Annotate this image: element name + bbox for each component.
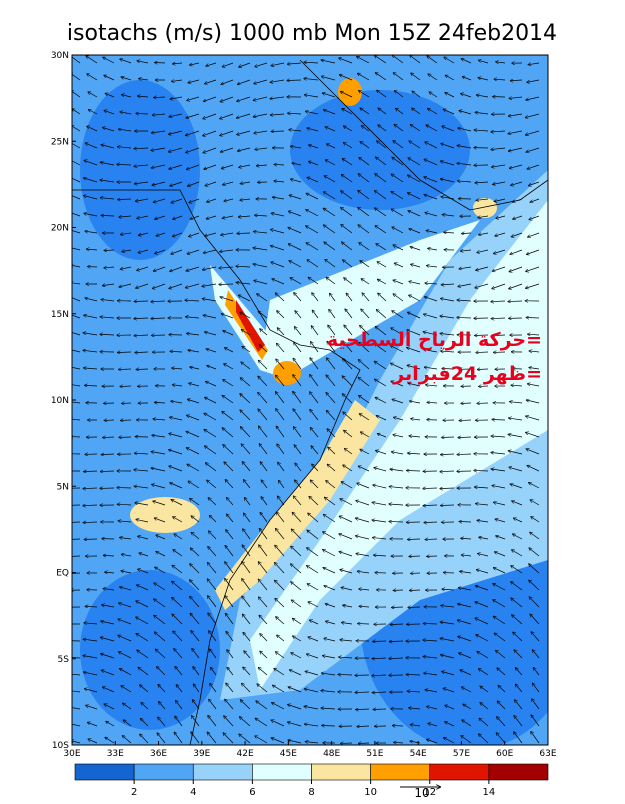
speed-region — [130, 497, 200, 533]
speed-region — [290, 90, 470, 210]
colorbar-segment — [430, 764, 489, 780]
lat-label: 10N — [51, 396, 69, 406]
lon-label: 54E — [410, 749, 427, 759]
colorbar-segment — [193, 764, 252, 780]
lon-label: 36E — [150, 749, 167, 759]
annotation-text: =حركة الرياح السطحية — [327, 329, 542, 351]
lat-label: 5N — [57, 482, 69, 492]
lon-label: 57E — [453, 749, 470, 759]
annotation-text: =ظهر 24فبراير — [392, 363, 542, 385]
colorbar-label: 6 — [249, 787, 255, 798]
lon-label: 45E — [280, 749, 297, 759]
lon-label: 48E — [323, 749, 340, 759]
speed-region — [473, 198, 497, 218]
map-title: isotachs (m/s) 1000 mb Mon 15Z 24feb2014 — [67, 21, 557, 46]
lon-label: 33E — [107, 749, 124, 759]
lat-label: EQ — [56, 569, 69, 579]
colorbar-segment — [371, 764, 430, 780]
lon-label: 39E — [193, 749, 210, 759]
lat-label: 5S — [58, 655, 70, 665]
lat-label: 20N — [51, 224, 69, 234]
colorbar-segment — [75, 764, 134, 780]
lat-label: 15N — [51, 310, 69, 320]
lon-label: 63E — [539, 749, 556, 759]
colorbar-label: 4 — [190, 787, 196, 798]
lon-label: 51E — [366, 749, 383, 759]
colorbar-label: 8 — [308, 787, 314, 798]
colorbar-label: 12 — [423, 787, 436, 798]
lat-label: 10S — [52, 741, 69, 751]
lon-label: 60E — [496, 749, 513, 759]
lon-label: 42E — [237, 749, 254, 759]
colorbar-segment — [489, 764, 548, 780]
colorbar-label: 2 — [131, 787, 137, 798]
colorbar-segment — [252, 764, 311, 780]
lat-label: 25N — [51, 137, 69, 147]
colorbar-segment — [312, 764, 371, 780]
colorbar-label: 14 — [483, 787, 496, 798]
colorbar-segment — [134, 764, 193, 780]
colorbar-label: 10 — [364, 787, 377, 798]
lat-label: 30N — [51, 51, 69, 61]
speed-region — [273, 361, 301, 385]
wind-field — [66, 55, 580, 750]
